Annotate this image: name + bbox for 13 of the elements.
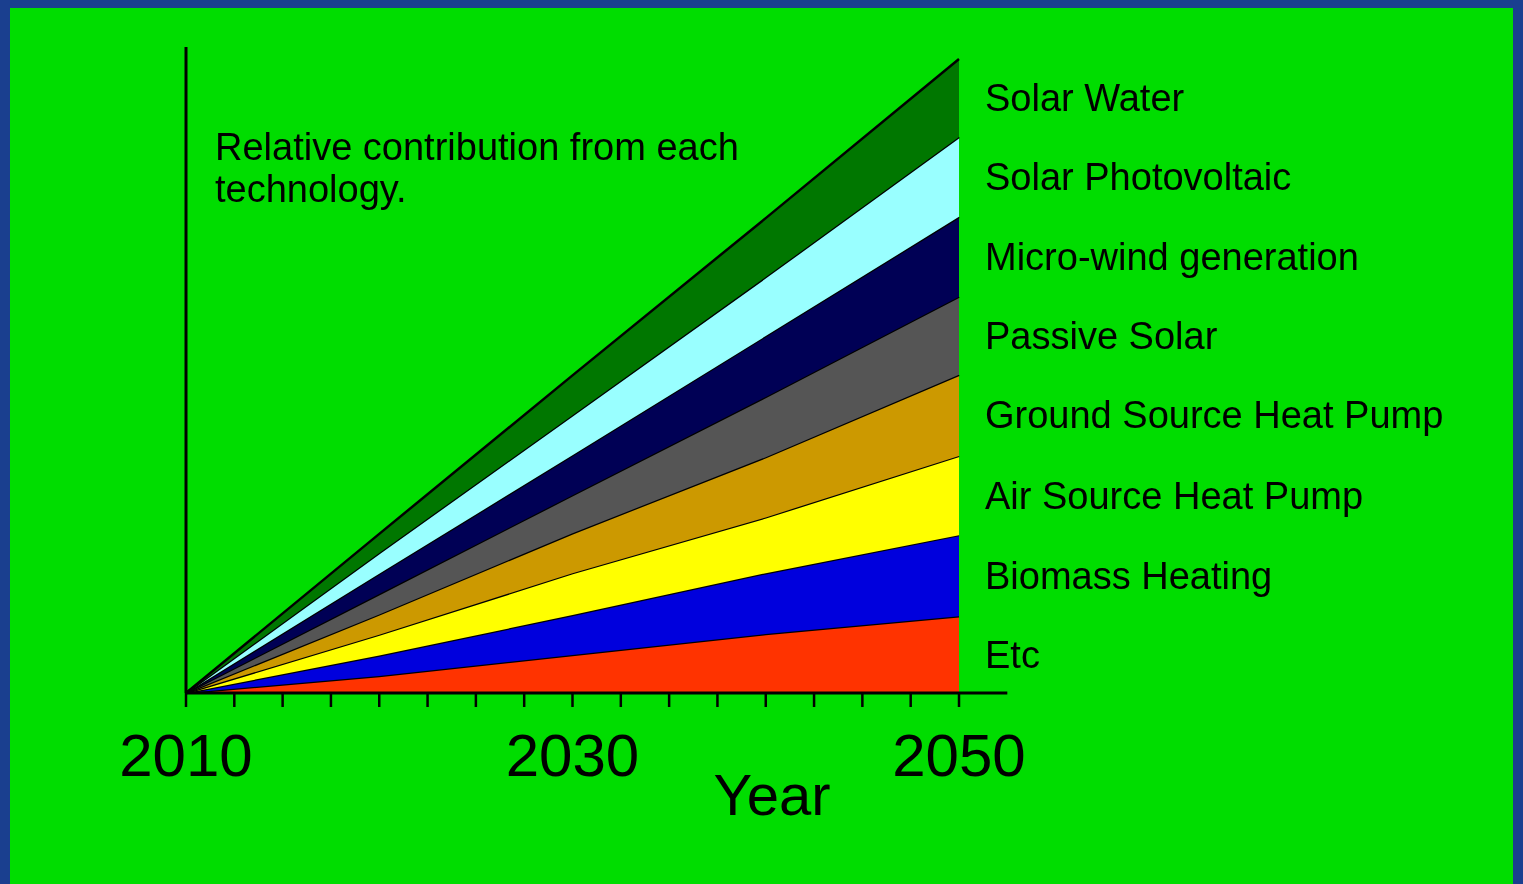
series-label: Ground Source Heat Pump	[985, 394, 1444, 437]
series-label: Passive Solar	[985, 314, 1218, 357]
annotation: Relative contribution from each technology.	[215, 126, 739, 210]
series-label: Solar Photovoltaic	[985, 155, 1292, 198]
x-tick-label: 2010	[119, 722, 253, 789]
x-axis-title: Year	[713, 762, 831, 827]
series-label: Etc	[985, 633, 1040, 676]
x-tick-label: 2030	[505, 722, 640, 789]
series-label: Biomass Heating	[985, 554, 1273, 597]
series-label: Micro-wind generation	[985, 235, 1359, 278]
series-label: Air Source Heat Pump	[985, 474, 1364, 517]
x-tick-label: 2050	[892, 722, 1026, 789]
series-label: Solar Water	[985, 76, 1185, 119]
